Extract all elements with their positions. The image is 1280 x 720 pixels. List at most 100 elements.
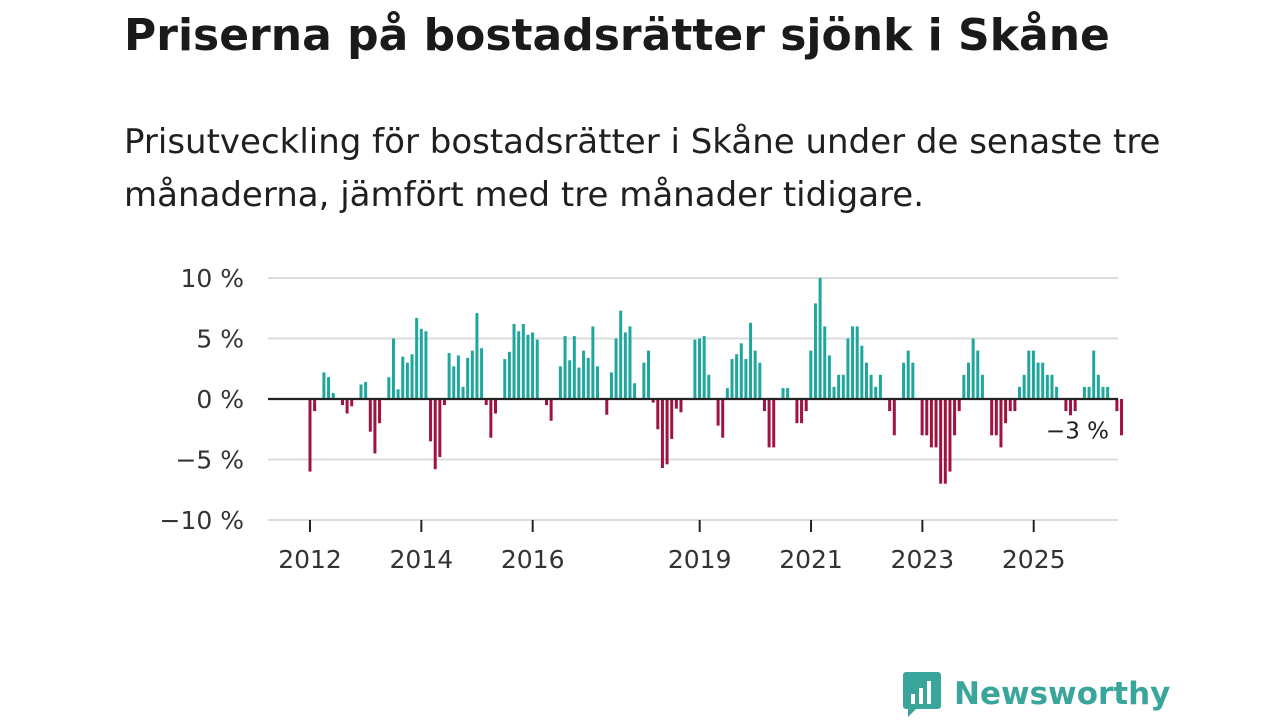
bar [781,388,785,399]
gridlines [268,277,1118,521]
bar [359,384,363,399]
bar [902,362,906,399]
bar [470,350,474,399]
bar [563,336,567,399]
x-tick-label: 2025 [1002,545,1066,574]
bar [507,351,511,399]
bar [971,338,975,399]
bar [758,362,762,399]
bar [674,399,678,409]
bar [980,374,984,399]
bar [721,399,725,438]
bar [823,326,827,399]
bar [577,367,581,399]
annotation: −3 % [1042,415,1116,444]
bar [373,399,377,454]
bar [925,399,929,436]
bar [1027,350,1031,399]
bar [614,338,618,399]
bar [911,362,915,399]
bar [642,362,646,399]
bar [545,399,548,406]
bar [679,399,683,413]
bar [800,399,804,424]
bar [456,355,460,399]
bar [364,382,368,399]
bar [795,399,799,424]
bar [517,331,521,399]
y-tick-label: 0 % [196,385,244,414]
bar [1018,386,1022,399]
bar [957,399,961,412]
bar [1041,362,1045,399]
bar [475,313,479,399]
bar [1073,399,1077,412]
bar [572,336,576,399]
bar [702,336,706,399]
bar [892,399,896,436]
bar [1101,386,1105,399]
bar [410,354,414,399]
bar [656,399,660,430]
bar [1120,399,1124,436]
bar [503,359,507,399]
bar [531,332,535,399]
bar [999,399,1003,448]
bar [994,399,998,436]
bar [452,366,456,399]
bar [878,374,882,399]
bar [693,339,697,399]
bar [841,374,845,399]
bar [415,317,419,399]
bar [929,399,933,448]
bar [939,399,943,484]
bar [331,392,335,399]
bar [521,323,525,399]
bar [433,399,437,470]
bar [813,303,817,399]
bar [1013,399,1017,412]
bar [1055,386,1059,399]
bar [1082,386,1086,399]
bar [526,334,530,399]
bar [582,350,586,399]
last-value-label: −3 % [1046,418,1109,444]
y-tick-label: 5 % [196,325,244,354]
bar [391,338,395,399]
bar [466,357,470,399]
bar [1050,374,1054,399]
bar [749,322,753,399]
bar [860,345,864,399]
bar [586,357,590,399]
bar [869,374,873,399]
y-tick-label: −5 % [175,446,244,475]
bar [804,399,808,412]
bar [405,362,409,399]
x-tick-label: 2014 [390,545,454,574]
x-tick-label: 2021 [779,545,843,574]
bar [990,399,994,436]
bar [368,399,372,432]
x-tick-label: 2012 [278,545,342,574]
y-axis: 10 % 5 % 0 % −5 % −10 % [160,264,244,535]
bar [313,399,317,412]
bar [660,399,664,468]
bar [953,399,957,436]
bar [345,399,349,414]
bar [698,338,702,399]
bar [322,372,326,399]
bar [484,399,488,406]
bar [461,386,465,399]
bar [832,386,836,399]
bar [809,350,813,399]
bar [596,366,600,399]
bar [651,399,655,403]
bar [535,339,539,399]
bar [327,377,331,399]
bar [1008,399,1012,412]
bar [493,399,497,414]
bar [1096,374,1100,399]
bar [739,343,743,399]
bar [387,377,391,399]
